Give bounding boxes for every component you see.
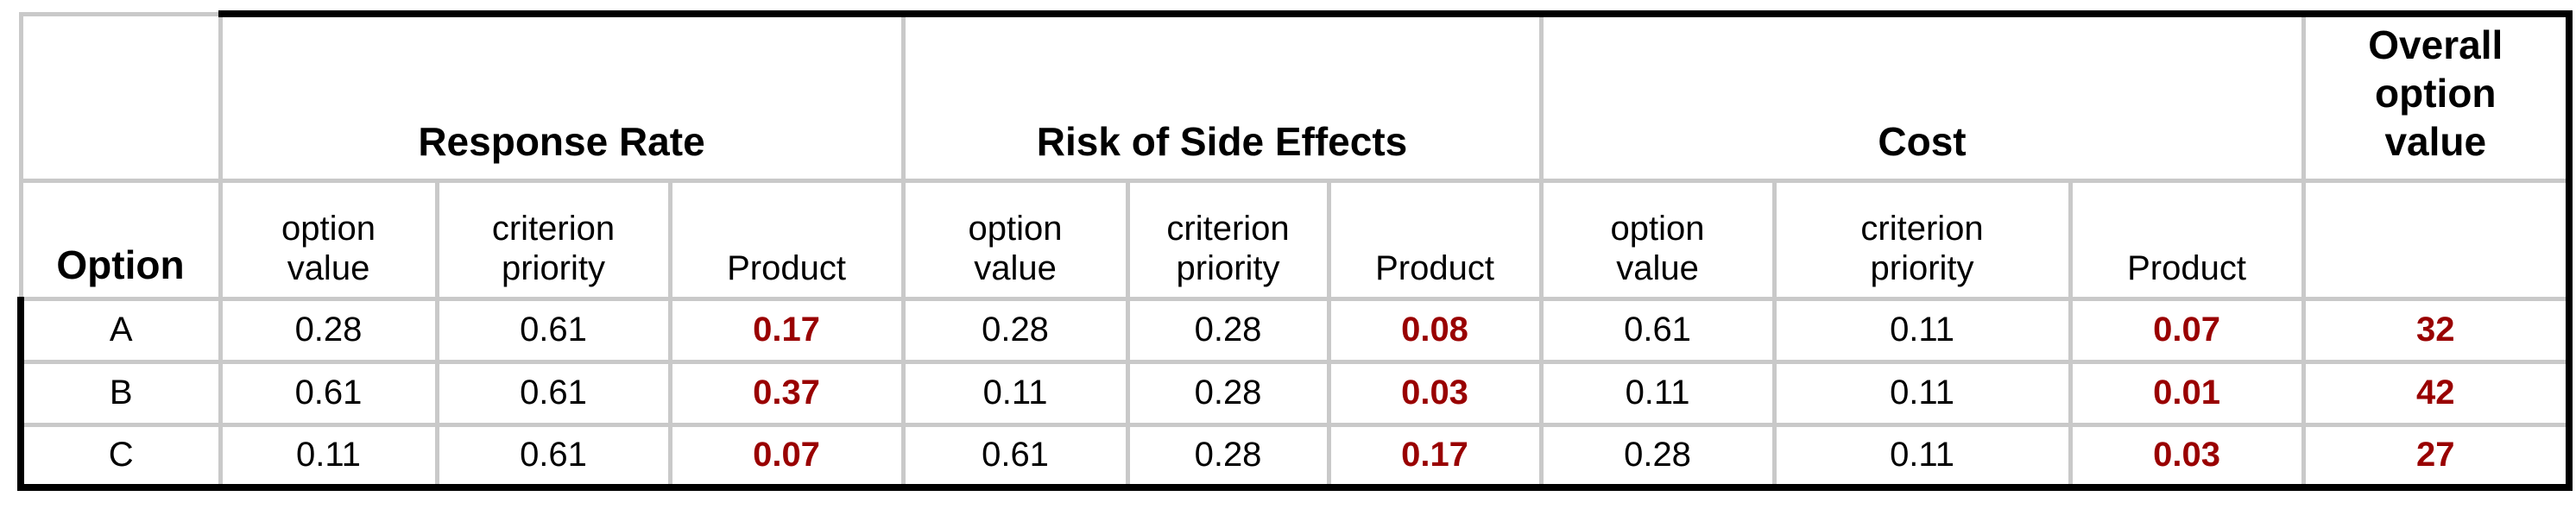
value-cell: 0.61 — [900, 422, 1130, 491]
group-header-risk-of-side-effects: Risk of Side Effects — [900, 10, 1544, 183]
product-cell: 0.01 — [2068, 359, 2306, 427]
value-cell: 0.28 — [900, 296, 1130, 364]
option-cell: C — [17, 422, 223, 491]
product-cell: 0.07 — [2068, 296, 2306, 364]
table-row-option-a: A 0.28 0.61 0.17 0.28 0.28 0.08 0.61 0.1… — [17, 296, 2573, 364]
overall-option-value-header: Overall option value — [2301, 10, 2573, 183]
subheader-option-value: option value — [218, 178, 439, 301]
group-header-cost: Cost — [1538, 10, 2306, 183]
value-cell: 0.61 — [434, 296, 672, 364]
value-cell: 0.61 — [218, 359, 439, 427]
value-cell: 0.28 — [1125, 359, 1331, 427]
overall-value-cell: 32 — [2301, 296, 2573, 364]
value-cell: 0.61 — [1538, 296, 1777, 364]
option-column-header: Option — [18, 178, 223, 301]
sub-header-row: Option option value criterion priority P… — [18, 178, 2573, 301]
value-cell: 0.11 — [1771, 359, 2073, 427]
product-cell: 0.03 — [2068, 422, 2306, 491]
subheader-product: Product — [2068, 178, 2306, 301]
product-cell: 0.08 — [1326, 296, 1544, 364]
value-cell: 0.11 — [218, 422, 439, 491]
subheader-criterion-priority: criterion priority — [434, 178, 672, 301]
subheader-option-value: option value — [900, 178, 1130, 301]
product-cell: 0.37 — [667, 359, 906, 427]
product-cell: 0.03 — [1326, 359, 1544, 427]
subheader-option-value: option value — [1538, 178, 1777, 301]
subheader-criterion-priority: criterion priority — [1771, 178, 2073, 301]
value-cell: 0.28 — [1538, 422, 1777, 491]
table-row-option-c: C 0.11 0.61 0.07 0.61 0.28 0.17 0.28 0.1… — [17, 422, 2573, 491]
overall-value-cell: 42 — [2301, 359, 2573, 427]
value-cell: 0.61 — [434, 359, 672, 427]
product-cell: 0.17 — [667, 296, 906, 364]
subheader-product: Product — [1326, 178, 1544, 301]
table-row-option-b: B 0.61 0.61 0.37 0.11 0.28 0.03 0.11 0.1… — [17, 359, 2573, 427]
decision-matrix-table-container: Response Rate Risk of Side Effects Cost … — [17, 10, 2573, 491]
product-cell: 0.17 — [1326, 422, 1544, 491]
group-header-row: Response Rate Risk of Side Effects Cost … — [18, 10, 2573, 183]
decision-matrix-table: Response Rate Risk of Side Effects Cost … — [17, 10, 2573, 491]
value-cell: 0.28 — [218, 296, 439, 364]
value-cell: 0.28 — [1125, 296, 1331, 364]
product-cell: 0.07 — [667, 422, 906, 491]
option-cell: A — [17, 296, 223, 364]
option-cell: B — [17, 359, 223, 427]
group-header-response-rate: Response Rate — [218, 10, 906, 183]
value-cell: 0.28 — [1125, 422, 1331, 491]
value-cell: 0.11 — [1771, 422, 2073, 491]
value-cell: 0.11 — [1771, 296, 2073, 364]
value-cell: 0.61 — [434, 422, 672, 491]
corner-cell — [18, 11, 223, 183]
overall-value-cell: 27 — [2301, 422, 2573, 491]
subheader-product: Product — [667, 178, 906, 301]
subheader-criterion-priority: criterion priority — [1125, 178, 1331, 301]
value-cell: 0.11 — [1538, 359, 1777, 427]
value-cell: 0.11 — [900, 359, 1130, 427]
overall-subheader-empty-cell — [2301, 178, 2573, 301]
